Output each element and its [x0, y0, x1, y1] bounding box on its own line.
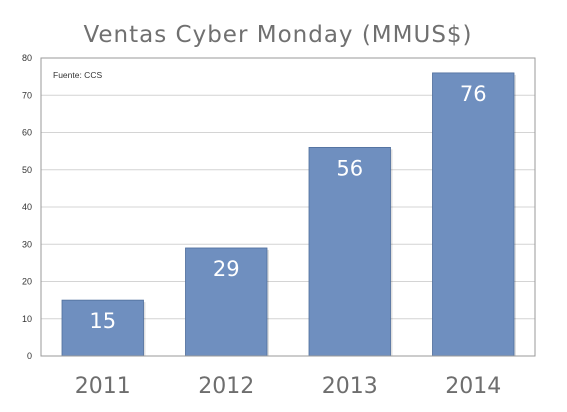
x-axis-ticks: 2011 2012 2013 2014: [75, 374, 502, 399]
data-label: 29: [213, 257, 240, 281]
data-label: 56: [336, 156, 363, 180]
x-tick-label: 2011: [75, 374, 131, 399]
source-note: Fuente: CCS: [53, 70, 102, 80]
y-tick-label: 20: [22, 277, 32, 287]
data-label: 15: [89, 309, 116, 333]
bar: [61, 299, 144, 357]
y-tick-label: 70: [22, 90, 32, 100]
chart-title: Ventas Cyber Monday (MMUS$): [83, 22, 472, 48]
y-axis-ticks: 0 10 20 30 40 50 60 70 80: [22, 53, 32, 361]
y-tick-label: 10: [22, 314, 32, 324]
x-tick-label: 2014: [445, 374, 501, 399]
bar: [432, 72, 515, 357]
grid-layer: [41, 94, 535, 320]
y-tick-label: 30: [22, 239, 32, 249]
data-label: 76: [460, 82, 487, 106]
y-tick-label: 40: [22, 202, 32, 212]
plot-frame: [40, 57, 536, 357]
y-tick-label: 80: [22, 53, 32, 63]
y-tick-label: 60: [22, 128, 32, 138]
data-labels: 15 29 56 76: [89, 82, 486, 333]
x-tick-label: 2012: [198, 374, 254, 399]
y-tick-label: 50: [22, 165, 32, 175]
bars-layer: [61, 72, 517, 357]
y-tick-label: 0: [27, 351, 32, 361]
x-tick-label: 2013: [322, 374, 378, 399]
bar: [185, 247, 268, 357]
